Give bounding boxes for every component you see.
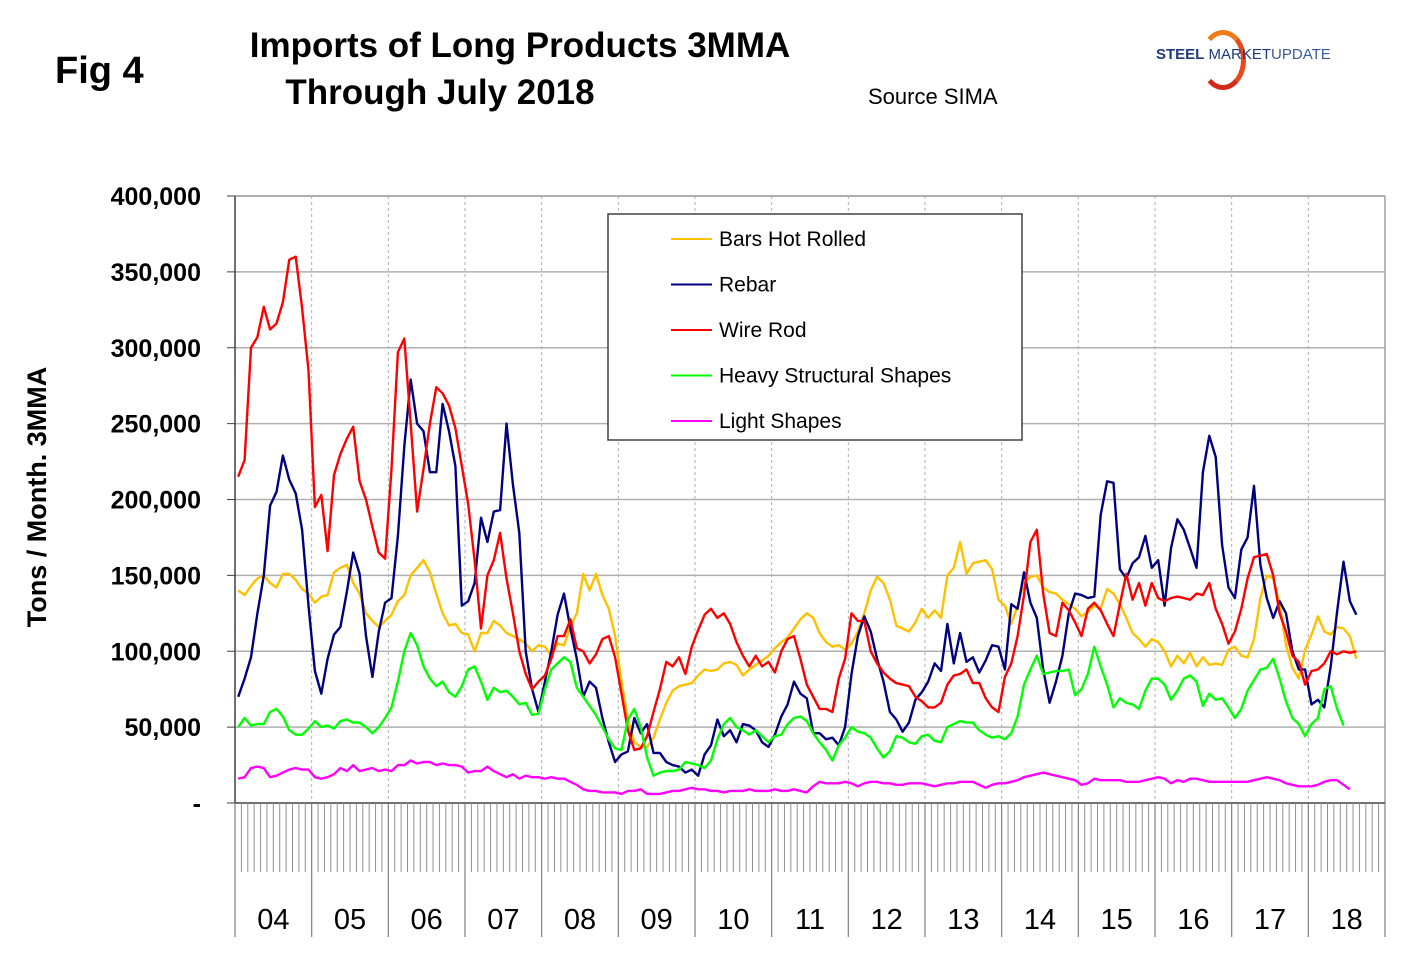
logo-arc-icon <box>1200 30 1246 90</box>
steel-market-update-logo: STEEL MARKETUPDATE <box>1150 28 1370 90</box>
y-axis-label: Tons / Month. 3MMA <box>22 367 52 627</box>
y-tick-label: 350,000 <box>111 259 201 287</box>
series-line-wire-rod <box>237 255 1357 752</box>
x-tick-label: 14 <box>1024 904 1056 936</box>
y-tick-label: 50,000 <box>125 714 201 742</box>
x-tick-label: 05 <box>334 904 366 936</box>
x-tick-label: 12 <box>871 904 903 936</box>
figure-label: Fig 4 <box>55 50 144 92</box>
y-tick-label: 100,000 <box>111 638 201 666</box>
legend-label-rebar: Rebar <box>719 274 776 297</box>
logo-word-market: MARKET <box>1208 46 1272 63</box>
legend: Bars Hot Rolled Rebar Wire Rod Heavy Struct… <box>607 213 1023 441</box>
chart-title-line1: Imports of Long Products 3MMA <box>249 26 791 65</box>
legend-label-bars-hot-rolled: Bars Hot Rolled <box>719 228 866 251</box>
axes: - 50,000 100,000 150,000 200,000 250,000 300,0… <box>111 183 1386 937</box>
x-tick-label: 15 <box>1101 904 1133 936</box>
legend-box <box>607 213 1023 441</box>
x-tick-label: 17 <box>1254 904 1286 936</box>
logo-text: STEEL MARKETUPDATE <box>1156 46 1331 63</box>
series-lines <box>237 255 1358 796</box>
legend-label-wire-rod: Wire Rod <box>719 319 807 342</box>
x-tick-label: 13 <box>947 904 979 936</box>
series-line-rebar <box>237 378 1358 777</box>
y-tick-label: 300,000 <box>111 335 201 363</box>
y-tick-label: - <box>193 790 201 818</box>
legend-label-heavy-structural-shapes: Heavy Structural Shapes <box>719 365 951 388</box>
y-tick-label: 200,000 <box>111 487 201 515</box>
series-line-bars-hot-rolled <box>237 540 1358 749</box>
legend-label-light-shapes: Light Shapes <box>719 410 842 433</box>
x-tick-label: 07 <box>487 904 519 936</box>
x-tick-label: 08 <box>564 904 596 936</box>
chart-source: Source SIMA <box>868 84 998 109</box>
x-tick-label: 16 <box>1177 904 1209 936</box>
x-tick-label: 11 <box>795 904 825 936</box>
x-tick-label: 18 <box>1331 904 1363 936</box>
y-tick-label: 250,000 <box>111 411 201 439</box>
x-tick-label: 09 <box>641 904 673 936</box>
x-tick-label: 10 <box>717 904 749 936</box>
series-line-heavy-structural-shapes <box>237 631 1345 777</box>
chart-title-line2: Through July 2018 <box>285 73 595 112</box>
series-line-light-shapes <box>237 759 1351 796</box>
y-tick-label: 150,000 <box>111 562 201 590</box>
x-tick-label: 04 <box>257 904 289 936</box>
logo-word-steel: STEEL <box>1156 46 1205 63</box>
x-tick-label: 06 <box>411 904 443 936</box>
y-tick-label: 400,000 <box>111 183 201 211</box>
logo-word-update: UPDATE <box>1271 46 1331 63</box>
